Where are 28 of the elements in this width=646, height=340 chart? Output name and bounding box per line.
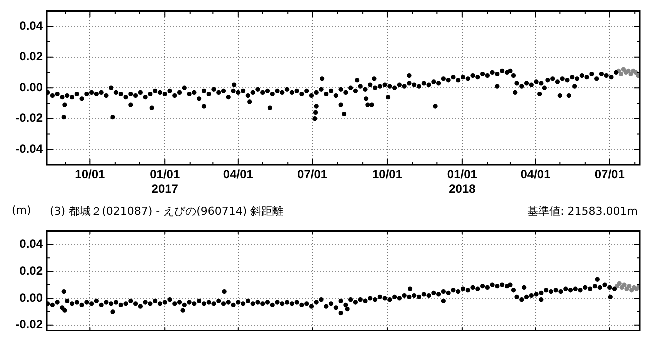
point	[626, 68, 631, 74]
y-tick-label: -0.04	[16, 142, 44, 156]
y-axis-title: (m)	[12, 204, 32, 217]
x-tick-label: 04/01	[223, 168, 254, 182]
y-tick-label: 0.02	[20, 264, 44, 278]
x-tick-label: 07/01	[594, 168, 626, 182]
y-tick-label: 0.02	[20, 50, 44, 64]
point	[622, 282, 627, 288]
x-tick-label: 07/01	[298, 168, 328, 182]
x-tick-label: 10/01	[75, 168, 106, 182]
point	[636, 73, 640, 78]
point	[617, 281, 622, 286]
y-tick-label: 0.04	[20, 18, 44, 33]
y-tick-label: -0.02	[16, 318, 44, 332]
x-tick-label: 04/01	[520, 168, 552, 182]
x-tick-label: 01/01 2018	[447, 168, 478, 196]
point	[618, 72, 624, 77]
point	[627, 284, 632, 289]
chart-title: (3) 都城２(021087) - えびの(960714) 斜距離	[50, 204, 284, 219]
point	[628, 72, 634, 77]
y-tick-label: 0.04	[20, 236, 44, 251]
chart-subtitle: 基準値: 21583.001m	[528, 204, 638, 219]
x-tick-label: 10/01	[372, 168, 403, 182]
y-tick-label: -0.02	[16, 111, 44, 126]
y-tick-label: 0.00	[20, 80, 44, 94]
point	[621, 67, 626, 72]
x-tick-label: 01/01 2017	[150, 168, 180, 196]
y-tick-label: 0.00	[20, 290, 44, 305]
